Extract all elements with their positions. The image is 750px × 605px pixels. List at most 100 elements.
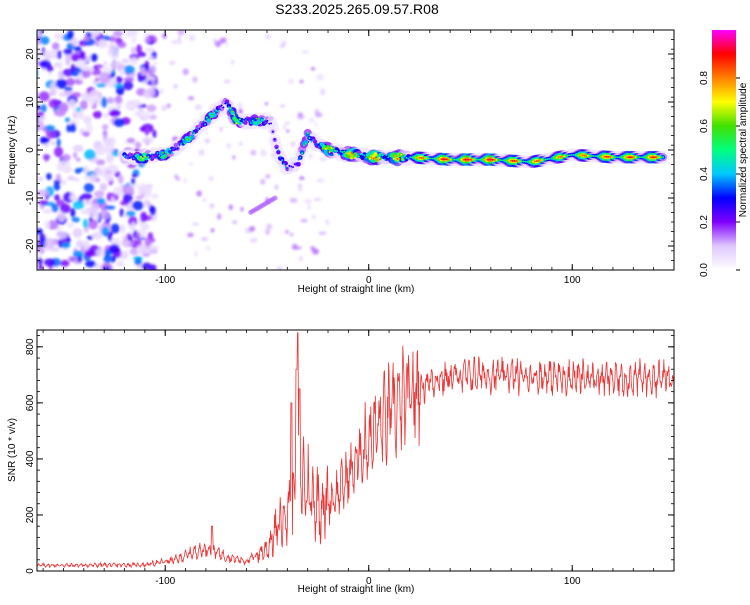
spectrogram-noise-blob — [116, 104, 122, 110]
spectrogram-ridge-cell — [647, 156, 650, 159]
spectrogram-ridge-cell — [209, 116, 212, 119]
spectrogram-noise-blob — [61, 166, 73, 174]
spectrogram-speck — [308, 153, 313, 160]
spectrogram-speck — [162, 33, 167, 40]
spectrogram-ridge-cell — [537, 159, 540, 162]
spectrogram-noise-blob — [84, 175, 91, 181]
spectrogram-speck — [289, 197, 298, 204]
spectrogram-noise-blob — [104, 266, 111, 270]
spectrogram-ridge-cell — [451, 158, 454, 161]
spectrogram-ridge-cell — [652, 156, 655, 159]
spectrogram-ridge-cell — [286, 167, 289, 170]
spectrogram-ridge-cell — [147, 156, 150, 159]
spectrogram-noise-blob — [106, 192, 112, 202]
spectrogram-speck — [314, 108, 320, 116]
spectrogram-ridge-cell — [127, 154, 130, 157]
spectrogram-noise-blob — [101, 226, 110, 237]
spectrogram-ridge-cell — [172, 147, 175, 150]
spectrogram-ridge-cell — [535, 160, 538, 163]
spectrogram-speck — [311, 213, 317, 220]
spectrogram-noise-blob — [37, 30, 41, 38]
spectrogram-speck — [287, 78, 294, 85]
spectrogram-noise-blob — [112, 30, 124, 37]
spectrogram-noise-blob — [70, 207, 76, 218]
spectrogram-ridge-cell — [509, 159, 512, 162]
spectrogram-noise-blob — [77, 255, 83, 263]
spectrogram-ridge-cell — [194, 127, 197, 130]
spectrogram-noise-blob — [75, 157, 81, 162]
spectrogram-ridge-cell — [581, 154, 584, 157]
spectrogram-noise-blob — [49, 247, 60, 252]
spectrogram-noise-blob — [83, 35, 90, 43]
spectrogram-noise-blob — [82, 240, 90, 251]
spectrogram-ridge-cell — [158, 150, 164, 156]
spectrogram-noise-blob — [113, 118, 125, 127]
spectrogram-ridge-cell — [444, 158, 447, 161]
spectrogram-ridge-cell — [189, 135, 192, 138]
spectrogram-ridge-cell — [389, 155, 392, 158]
spectrogram-ridge-cell — [253, 122, 256, 125]
spectrogram-speck — [266, 223, 273, 230]
spectrogram-noise-blob — [67, 175, 75, 181]
spectrogram-ridge-cell — [553, 156, 556, 159]
spectrogram-noise-blob — [120, 250, 129, 259]
spectrogram-noise-blob — [120, 67, 125, 77]
spectrogram-ridge-cell — [132, 157, 135, 160]
spectrogram-ridge-cell — [484, 158, 487, 161]
spectrogram-ridge-cell — [513, 160, 516, 162]
spectrogram-ridge-cell — [544, 158, 547, 161]
spectrogram-ridge-cell — [660, 156, 663, 159]
colorbar-tick-label: 0.0 — [699, 263, 710, 277]
spectrogram-ridge-cell — [180, 142, 183, 145]
spectrogram-ridge-cell — [610, 156, 613, 159]
spectrogram-ridge-cell — [182, 138, 185, 141]
spectrogram-ridge-cell — [348, 155, 351, 158]
spectrogram-ridge-cell — [136, 153, 139, 156]
spectrogram-noise-blob — [44, 153, 49, 162]
spectrogram-noise-blob — [86, 235, 94, 241]
spectrogram-speck — [219, 126, 223, 132]
spectrogram-ridge-cell — [464, 158, 467, 161]
spectrogram-ridge-cell — [334, 149, 337, 152]
spectrogram-ridge-cell — [162, 154, 168, 159]
spectrogram-ridge-cell — [508, 159, 511, 162]
colorbar-label: Normalized spectral amplitude — [738, 82, 749, 217]
spectrogram-noise-blob — [102, 112, 109, 119]
spectrogram-noise-blob — [108, 111, 118, 117]
spectrogram-noise-blob — [95, 177, 101, 183]
spectrogram-noise-blob — [76, 106, 81, 113]
spectrogram-noise-blob — [61, 241, 71, 249]
spectrogram-speck — [240, 206, 244, 212]
spectrogram-noise-blob — [121, 235, 128, 240]
spectrogram-noise-blob — [110, 223, 120, 234]
spectrogram-speck — [198, 149, 205, 156]
spectrogram-ridge-cell — [608, 156, 611, 159]
spectrogram-ridge-cell — [412, 156, 415, 159]
spectrogram-ridge-cell — [343, 150, 346, 153]
spectrogram-ridge-cell — [152, 153, 155, 156]
spectrogram-speck — [192, 76, 198, 83]
spectrogram-noise-blob — [103, 60, 108, 67]
spectrogram-ridge-cell — [231, 110, 234, 113]
spectrogram-speck — [314, 122, 318, 127]
spectrogram-noise-blob — [70, 37, 78, 46]
spectrogram-noise-blob — [115, 75, 123, 84]
spectrogram-ridge-cell — [216, 110, 219, 113]
spectrogram-ridge-cell — [244, 117, 247, 120]
spectrogram-ridge-cell — [295, 162, 298, 165]
spectrogram-ridge-cell — [405, 156, 408, 159]
snr-ytick-label: 400 — [25, 450, 36, 467]
spectrogram-noise-blob — [37, 93, 38, 96]
spectrogram-speck — [168, 60, 176, 66]
spectrogram-ridge-cell — [157, 155, 162, 160]
spectrogram-ridge-cell — [335, 150, 338, 153]
spectrogram-noise-blob — [57, 50, 62, 60]
spectrogram-noise-blob — [135, 44, 142, 55]
spectrogram-noise-blob — [144, 60, 150, 72]
spectrogram-noise-blob — [111, 151, 119, 157]
spectrogram-ridge-cell — [557, 156, 560, 159]
spectrogram-noise-blob — [82, 199, 93, 206]
spectrogram-ridge-cell — [378, 156, 381, 159]
spectrogram-ylabel: Frequency (Hz) — [7, 116, 18, 185]
